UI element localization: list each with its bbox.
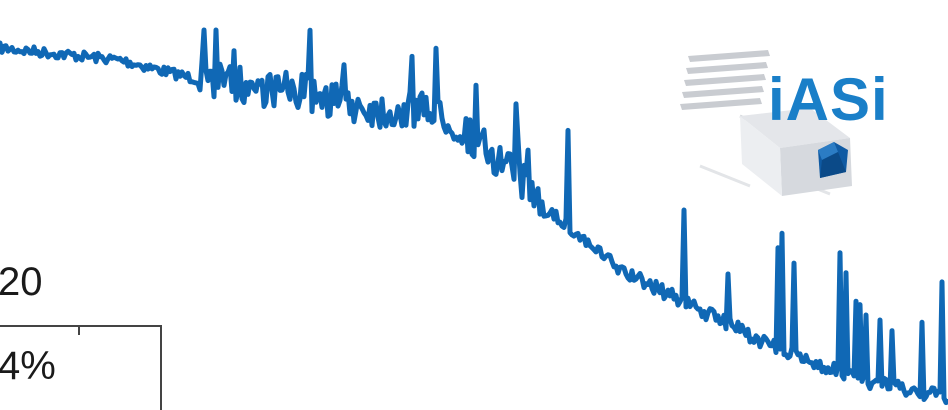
partial-number-label: 20 — [0, 260, 43, 304]
partial-percent-label: 4% — [0, 344, 56, 388]
spectrum-line — [0, 27, 948, 406]
partial-table-tick — [78, 325, 80, 335]
satellite-icon — [680, 50, 852, 196]
partial-table-box — [0, 325, 162, 410]
logo-text: iASi — [768, 66, 889, 133]
